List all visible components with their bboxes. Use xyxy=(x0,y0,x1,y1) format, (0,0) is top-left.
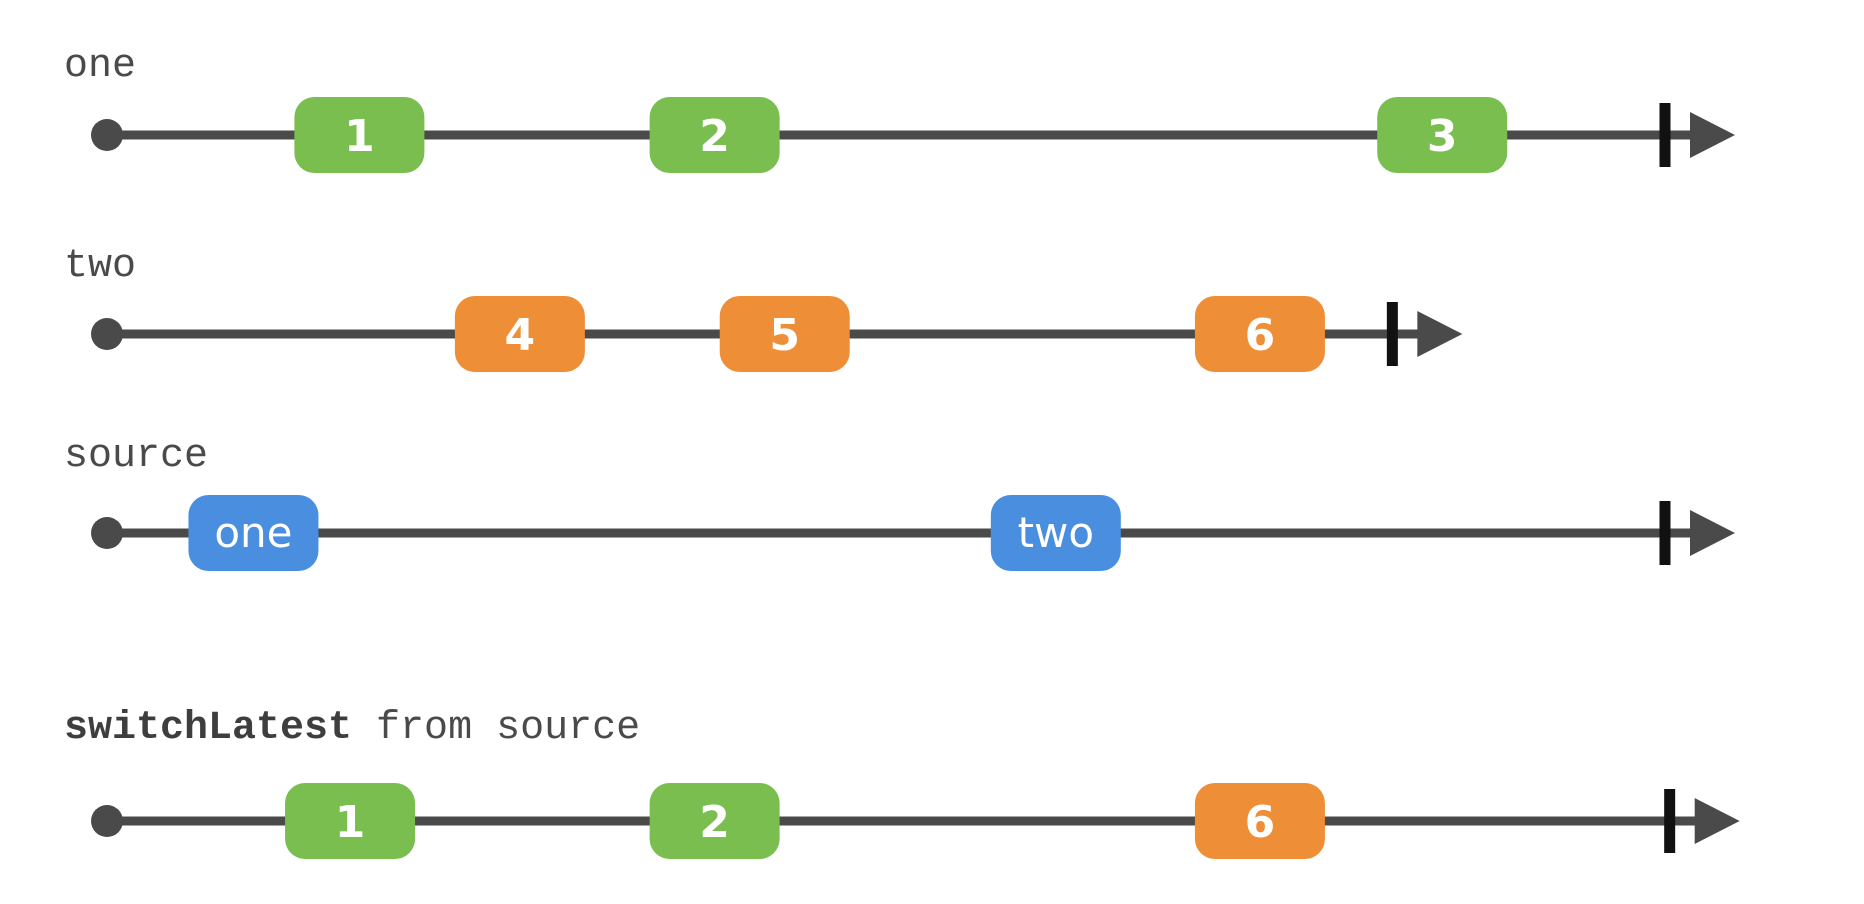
marble-box xyxy=(1377,97,1508,173)
marble-box xyxy=(719,296,850,372)
marble-label: 4 xyxy=(505,310,536,361)
marble-one-3: 3 xyxy=(1377,97,1508,173)
marble-box xyxy=(285,783,416,859)
operator-name: switchLatest xyxy=(64,706,352,751)
stream-label-one: one xyxy=(64,44,136,89)
marble-source-one: one xyxy=(188,495,319,571)
marble-result-1: 1 xyxy=(285,783,416,859)
marble-label: one xyxy=(214,508,292,557)
stream-label-result: switchLatest from source xyxy=(64,706,640,751)
marble-label: 6 xyxy=(1245,310,1276,361)
timeline-arrow-head xyxy=(1417,311,1463,357)
marble-source-two: two xyxy=(990,495,1121,571)
marble-two-6: 6 xyxy=(1194,296,1325,372)
timeline-start-dot xyxy=(91,517,123,549)
marble-box xyxy=(649,783,780,859)
marble-two-4: 4 xyxy=(454,296,585,372)
timeline-start-dot xyxy=(91,119,123,151)
marble-box xyxy=(649,97,780,173)
marble-box xyxy=(1194,296,1325,372)
marble-label: 6 xyxy=(1245,797,1276,848)
marble-result-2: 2 xyxy=(649,783,780,859)
marble-label: 1 xyxy=(335,797,366,848)
marble-two-5: 5 xyxy=(719,296,850,372)
marble-box xyxy=(294,97,425,173)
marble-label: 2 xyxy=(699,797,730,848)
marble-label: 3 xyxy=(1427,111,1458,162)
stream-two: two 4 5 6 xyxy=(64,244,1463,372)
marble-label: 5 xyxy=(769,310,800,361)
timeline-arrow-head xyxy=(1690,510,1735,556)
marble-box xyxy=(188,495,319,571)
marble-label: two xyxy=(1018,508,1095,557)
marble-box xyxy=(1194,783,1325,859)
marble-one-2: 2 xyxy=(649,97,780,173)
marble-box xyxy=(454,296,585,372)
operator-source-text: from source xyxy=(352,706,640,751)
completion-marker xyxy=(1659,103,1671,167)
completion-marker xyxy=(1659,501,1671,565)
timeline-arrow-head xyxy=(1694,798,1740,844)
stream-one: one 1 2 3 xyxy=(64,44,1735,173)
stream-label-source: source xyxy=(64,434,208,479)
marble-result-6: 6 xyxy=(1194,783,1325,859)
marble-label: 2 xyxy=(699,111,730,162)
stream-label-two: two xyxy=(64,244,136,289)
stream-result: switchLatest from source 1 2 6 xyxy=(64,706,1740,859)
timeline-start-dot xyxy=(91,805,123,837)
completion-marker xyxy=(1386,302,1398,366)
marble-label: 1 xyxy=(344,111,375,162)
timeline-arrow-head xyxy=(1690,112,1735,158)
marble-box xyxy=(990,495,1121,571)
timeline-start-dot xyxy=(91,318,123,350)
completion-marker xyxy=(1664,789,1676,853)
marble-one-1: 1 xyxy=(294,97,425,173)
